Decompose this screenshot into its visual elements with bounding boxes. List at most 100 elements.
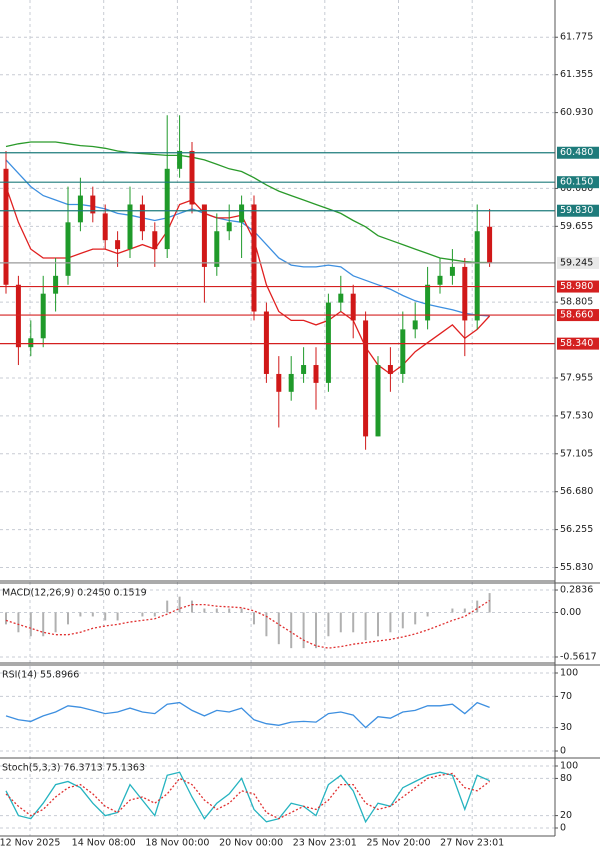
candle-body (28, 338, 34, 348)
candle-body (164, 168, 170, 250)
macd-bar (228, 608, 231, 613)
candle-body (425, 284, 431, 321)
macd-bar (339, 612, 342, 633)
macd-bar (79, 612, 82, 617)
y-tick-label: -0.5617 (560, 651, 597, 662)
candle-body (338, 293, 344, 303)
y-tick-label: 57.105 (560, 448, 593, 459)
moving-average (5, 186, 491, 375)
macd-bar (29, 612, 32, 637)
y-tick-label: 0.2836 (560, 585, 593, 596)
y-tick-label: 61.355 (560, 69, 593, 80)
y-tick-label: 57.955 (560, 372, 593, 383)
x-tick-label: 14 Nov 08:00 (72, 838, 136, 849)
macd-bar (5, 612, 7, 625)
candle-body (350, 293, 356, 321)
candle-body (449, 266, 455, 276)
candle-body (400, 329, 406, 374)
candle-body (325, 302, 331, 383)
y-tick-label: 56.255 (560, 524, 593, 535)
macd-bar (153, 612, 156, 617)
level-label-box (557, 176, 599, 189)
candle-body (53, 275, 59, 294)
macd-bar (265, 612, 268, 637)
candle-body (139, 204, 145, 232)
level-label: 58.660 (560, 310, 593, 321)
level-label-box (557, 309, 599, 322)
y-tick-label: 56.680 (560, 486, 593, 497)
candle-body (65, 222, 71, 276)
candle-body (177, 150, 183, 169)
y-tick-label: 100 (560, 761, 578, 772)
y-tick-label: 0 (560, 745, 566, 756)
candle-body (90, 195, 96, 214)
x-tick-label: 20 Nov 00:00 (219, 838, 283, 849)
panel-label: RSI(14) 55.8966 (2, 670, 79, 681)
x-tick-label: 23 Nov 23:01 (293, 838, 357, 849)
y-tick-label: 30 (560, 722, 572, 733)
level-label: 59.830 (560, 205, 593, 216)
macd-bar (91, 612, 94, 617)
candle-body (40, 293, 46, 339)
macd-bar (116, 612, 119, 621)
y-tick-label: 61.775 (560, 32, 593, 43)
signal-line (5, 599, 490, 649)
panel-label: MACD(12,26,9) 0.2450 0.1519 (2, 588, 147, 599)
macd-bar (104, 612, 107, 621)
candle-body (387, 365, 393, 374)
candle-body (474, 231, 480, 321)
macd-bar (215, 608, 218, 613)
y-tick-label: 20 (560, 810, 572, 821)
macd-bar (17, 612, 20, 633)
macd-bar (253, 612, 255, 625)
macd-bar (364, 612, 367, 641)
macd-bar (141, 612, 144, 617)
candle-body (276, 373, 282, 392)
level-label-box (557, 280, 599, 293)
level-label-box (557, 204, 599, 217)
macd-bar (166, 600, 169, 613)
candle-body (301, 365, 307, 374)
y-tick-label: 0.00 (560, 607, 581, 618)
macd-bar (290, 612, 293, 649)
y-tick-label: 55.830 (560, 562, 593, 573)
indicator-line (5, 771, 490, 824)
candle-body (239, 204, 245, 223)
indicator-line (5, 701, 490, 729)
y-tick-label: 58.805 (560, 297, 593, 308)
level-label-box (557, 256, 599, 269)
macd-bar (302, 612, 305, 649)
macd-bar (42, 612, 45, 637)
level-label-box (557, 146, 599, 159)
candle-body (375, 365, 381, 437)
candle-body (15, 284, 21, 348)
candle-body (487, 226, 493, 263)
x-tick-label: 12 Nov 2025 (0, 838, 60, 849)
macd-bar (414, 612, 417, 625)
macd-bar (377, 612, 379, 637)
y-tick-label: 60.930 (560, 107, 593, 118)
level-label-box (557, 337, 599, 350)
level-label: 59.245 (560, 257, 593, 268)
level-label: 58.980 (560, 281, 593, 292)
candle-body (127, 204, 133, 250)
macd-bar (389, 612, 392, 633)
level-label: 60.480 (560, 147, 593, 158)
macd-bar (488, 593, 491, 613)
level-label: 58.340 (560, 338, 593, 349)
y-tick-label: 60.080 (560, 183, 593, 194)
candle-body (3, 168, 9, 285)
candle-body (462, 266, 468, 321)
macd-bar (178, 596, 181, 613)
macd-bar (327, 612, 330, 637)
macd-bar (463, 608, 466, 613)
panel-label: Stoch(5,3,3) 76.3713 75.1363 (2, 763, 145, 774)
x-tick-label: 18 Nov 00:00 (145, 838, 209, 849)
macd-bar (315, 612, 317, 649)
candle-body (412, 320, 418, 330)
candle-body (189, 150, 195, 205)
candle-body (77, 195, 83, 223)
macd-bar (277, 612, 280, 645)
candle-body (437, 275, 443, 285)
